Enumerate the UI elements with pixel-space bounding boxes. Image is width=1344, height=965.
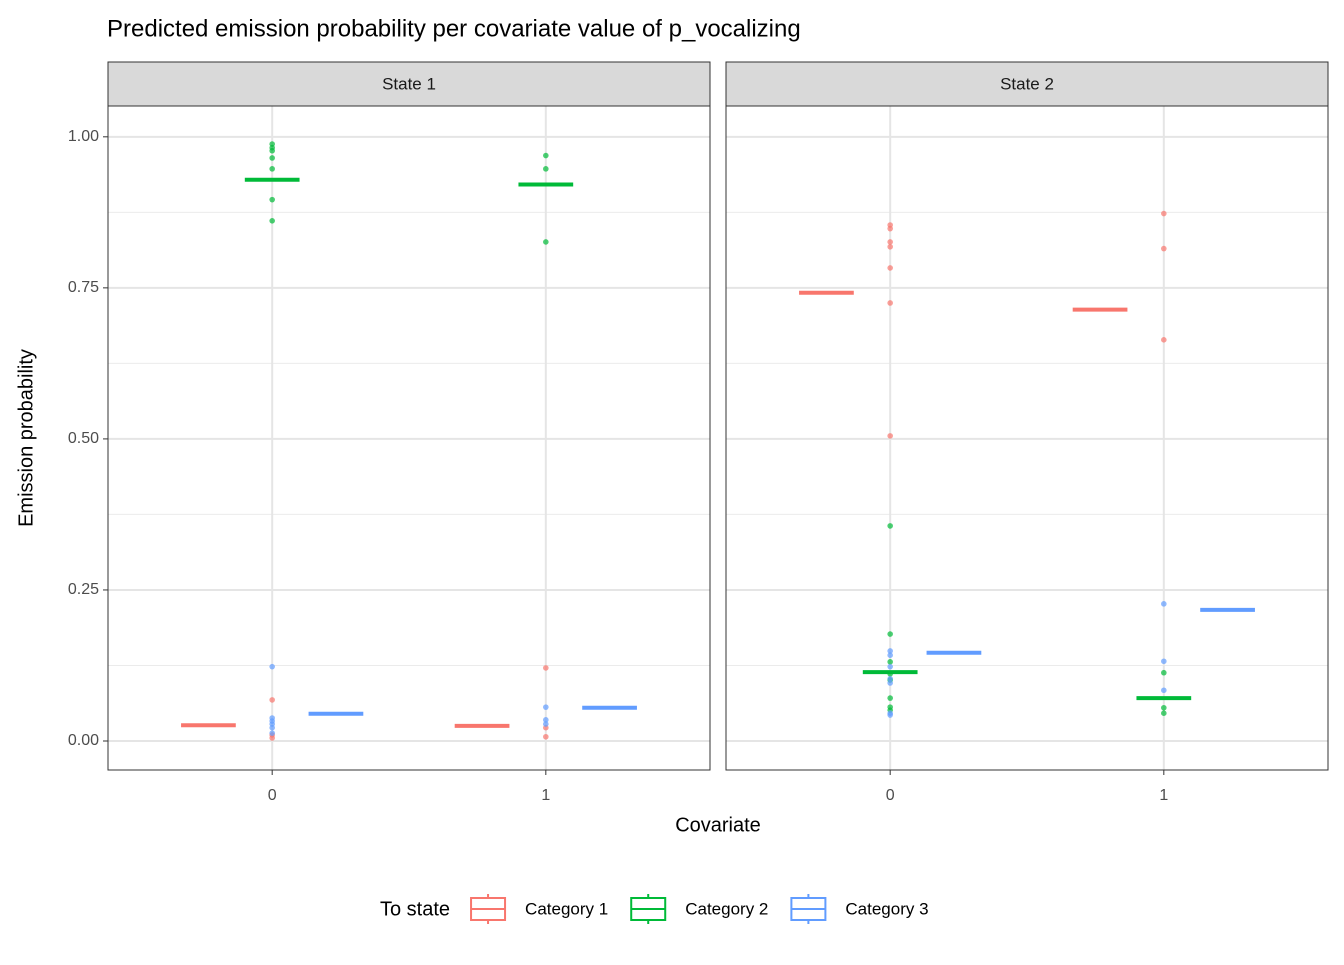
point [269, 730, 275, 736]
facet-label: State 2 [1000, 74, 1054, 93]
chart-title: Predicted emission probability per covar… [107, 15, 801, 42]
point [1161, 337, 1167, 343]
facet-strip [725, 61, 1329, 107]
x-tick-label: 0 [268, 787, 277, 804]
point [1161, 658, 1167, 665]
point [887, 433, 893, 439]
point [887, 243, 893, 250]
legend-title: To state [380, 898, 450, 920]
facet-strip [107, 61, 711, 107]
point [269, 724, 275, 731]
point [269, 155, 275, 161]
point [269, 196, 275, 203]
point [543, 717, 549, 723]
point [887, 239, 893, 245]
point [1161, 704, 1167, 711]
point [269, 217, 275, 224]
legend-label: Category 1 [525, 899, 608, 918]
facet-label: State 1 [382, 74, 436, 93]
point [887, 695, 893, 701]
point [887, 680, 893, 686]
point [543, 152, 549, 159]
y-axis-label: Emission probability [15, 349, 37, 527]
point [1161, 710, 1167, 717]
point [887, 631, 893, 637]
point [887, 225, 893, 232]
y-tick-label: 0.00 [68, 732, 99, 749]
point [887, 523, 893, 529]
x-axis-label: Covariate [675, 814, 761, 836]
legend-item: Category 1 [470, 894, 608, 924]
point [1161, 601, 1167, 607]
point [887, 652, 893, 659]
point [887, 659, 893, 665]
point [269, 735, 275, 741]
point [1161, 687, 1167, 694]
point [887, 300, 893, 306]
legend-label: Category 2 [685, 899, 768, 918]
panel-border [725, 105, 1329, 771]
y-tick-label: 0.50 [68, 430, 99, 447]
point [887, 648, 893, 654]
legend-item: Category 3 [790, 894, 929, 924]
x-tick-label: 1 [1159, 787, 1168, 804]
point [269, 697, 275, 703]
point [543, 733, 549, 740]
point [269, 663, 275, 670]
point [543, 166, 549, 172]
legend-label: Category 3 [845, 899, 928, 918]
point [1161, 245, 1167, 252]
legend-item: Category 2 [630, 894, 768, 924]
point [887, 675, 893, 682]
point [543, 665, 549, 671]
panel-border [107, 105, 711, 771]
point [1161, 210, 1167, 217]
point [887, 663, 893, 670]
point [543, 704, 549, 710]
point [1161, 669, 1167, 676]
y-tick-label: 0.75 [68, 279, 99, 296]
y-tick-label: 0.25 [68, 581, 99, 598]
point [887, 712, 893, 718]
y-tick-label: 1.00 [68, 128, 99, 145]
x-tick-label: 1 [541, 787, 550, 804]
x-tick-label: 0 [886, 787, 895, 804]
point [269, 166, 275, 172]
point [887, 265, 893, 271]
point [543, 239, 549, 245]
point [269, 147, 275, 154]
point [543, 721, 549, 727]
